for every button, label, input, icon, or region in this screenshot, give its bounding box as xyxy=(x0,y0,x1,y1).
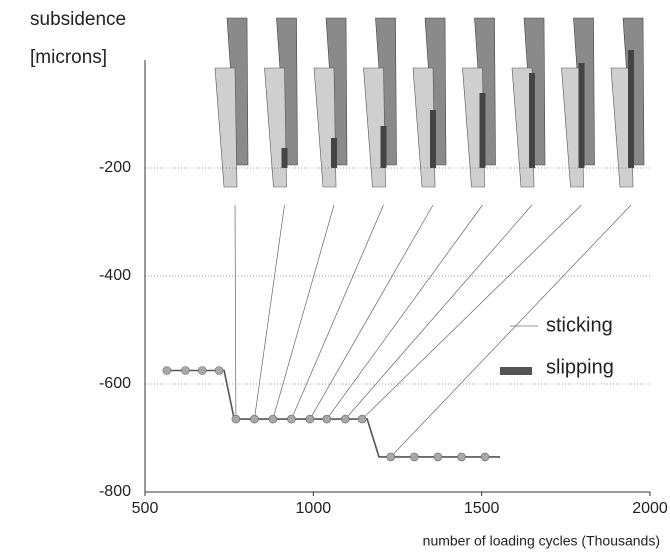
x-axis-label: number of loading cycles (Thousands) xyxy=(423,533,660,549)
illustration-lower-block xyxy=(462,67,485,188)
illustration-slip-strip xyxy=(529,73,535,168)
x-tick-label: 1500 xyxy=(464,500,500,517)
connector xyxy=(345,204,533,420)
connector xyxy=(234,204,237,420)
illustration-lower-block xyxy=(561,67,584,188)
illustration-slip-strip xyxy=(430,110,436,168)
illustration-lower-block xyxy=(610,67,634,188)
data-point xyxy=(231,414,241,424)
data-point xyxy=(162,366,172,375)
illustration-lower-block xyxy=(363,67,386,188)
data-line xyxy=(165,369,501,458)
x-tick-label: 2000 xyxy=(632,500,668,517)
data-point xyxy=(386,452,396,462)
y-axis-label: [microns] xyxy=(30,47,107,68)
data-point xyxy=(197,366,207,375)
legend-slipping-swatch xyxy=(500,367,532,375)
connector xyxy=(291,204,384,420)
illustration-slip-strip xyxy=(281,148,288,168)
illustration-slip-strip xyxy=(578,63,585,168)
data-point xyxy=(433,452,443,462)
illustration-lower-block xyxy=(264,67,287,188)
connector xyxy=(390,204,632,458)
y-tick-label: -400 xyxy=(99,267,131,284)
data-point xyxy=(305,414,315,424)
data-point xyxy=(250,414,259,424)
data-point xyxy=(268,414,278,424)
data-point xyxy=(341,414,350,424)
illustration-lower-block xyxy=(214,67,238,188)
connector xyxy=(309,204,434,420)
illustration-lower-block xyxy=(511,67,535,188)
y-tick-label: -200 xyxy=(99,159,131,176)
legend-label: sticking xyxy=(546,314,613,336)
connector xyxy=(326,204,483,420)
illustration-lower-block xyxy=(313,67,337,188)
data-point xyxy=(480,452,490,462)
data-point xyxy=(457,452,466,462)
data-point xyxy=(181,366,190,375)
illustration-lower-block xyxy=(412,67,436,188)
y-axis-label: subsidence xyxy=(30,9,126,30)
data-point xyxy=(410,452,419,462)
legend-label: slipping xyxy=(546,356,614,378)
x-tick-label: 1000 xyxy=(296,500,332,517)
illustration-slip-strip xyxy=(331,138,337,168)
data-point xyxy=(214,366,224,375)
illustration-slip-strip xyxy=(380,126,387,168)
data-point xyxy=(357,414,367,424)
illustration-slip-strip xyxy=(628,50,634,168)
data-point xyxy=(322,414,332,424)
illustration-slip-strip xyxy=(479,93,486,168)
connector xyxy=(254,204,285,420)
x-tick-label: 500 xyxy=(132,500,159,517)
y-tick-label: -600 xyxy=(99,375,131,392)
y-tick-label: -800 xyxy=(99,483,131,500)
connector xyxy=(361,204,582,420)
data-point xyxy=(287,414,296,424)
connector xyxy=(272,204,335,420)
